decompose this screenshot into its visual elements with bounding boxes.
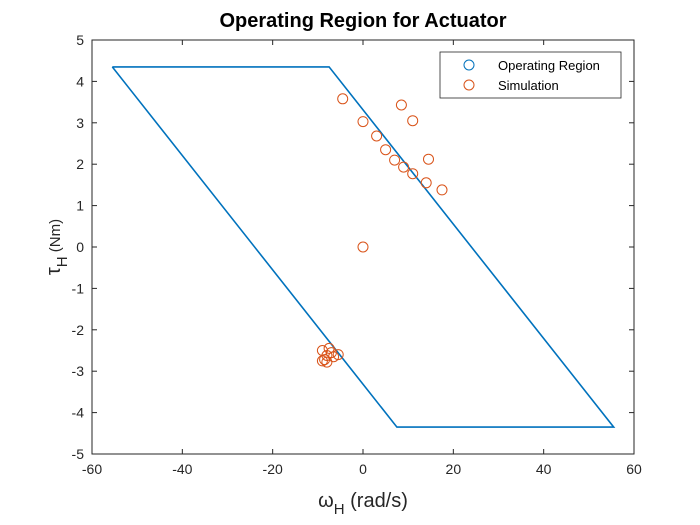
plot-area <box>92 40 634 454</box>
simulation-point <box>420 177 432 189</box>
x-tick-label: -20 <box>263 461 283 477</box>
x-tick-label: 20 <box>446 461 462 477</box>
simulation-point <box>380 144 392 156</box>
legend: Operating Region Simulation <box>439 51 622 99</box>
simulation-point <box>357 241 369 253</box>
y-axis-subscript: H <box>54 256 71 267</box>
simulation-point <box>371 130 383 142</box>
simulation-point <box>357 116 369 128</box>
y-tick-label: -1 <box>72 280 85 296</box>
x-tick-label: -60 <box>82 461 102 477</box>
simulation-point <box>337 93 349 105</box>
x-axis-unit: (rad/s) <box>345 490 408 512</box>
data-layer <box>111 66 616 428</box>
operating-region-line <box>111 66 616 428</box>
y-axis-unit: (Nm) <box>47 219 64 257</box>
simulation-point <box>321 356 333 368</box>
y-tick-label: 3 <box>76 115 84 131</box>
y-tick-label: 1 <box>76 198 84 214</box>
plot-frame <box>91 39 635 455</box>
y-tick-label: 5 <box>76 32 84 48</box>
legend-marker-simulation <box>463 79 475 91</box>
simulation-point <box>423 153 434 165</box>
simulation-point <box>332 349 344 361</box>
y-tick-label: -5 <box>72 446 85 462</box>
y-tick-label: -4 <box>72 405 85 421</box>
simulation-point <box>407 115 419 127</box>
x-tick-label: 60 <box>626 461 642 477</box>
simulation-point <box>407 168 419 180</box>
legend-label-simulation: Simulation <box>498 78 559 93</box>
y-tick-label: 2 <box>76 156 84 172</box>
x-tick-label: 0 <box>359 461 367 477</box>
y-tick-label: 0 <box>76 239 84 255</box>
simulation-point <box>398 161 410 173</box>
simulation-point <box>436 184 448 196</box>
simulation-point <box>395 99 407 111</box>
y-axis-label: τH (Nm) <box>43 219 71 275</box>
legend-label-operating-region: Operating Region <box>498 58 600 73</box>
y-tick-label: -3 <box>72 363 85 379</box>
x-axis-label: ωH (rad/s) <box>318 490 408 518</box>
y-tick-label: -2 <box>72 322 85 338</box>
simulation-point <box>389 154 401 166</box>
x-axis-subscript: H <box>334 501 345 518</box>
simulation-point <box>321 350 333 361</box>
axes-layer: -60 -40 -20 0 20 40 60 -5 -4 -3 -2 -1 0 1 2 3 4 5 <box>72 32 642 477</box>
x-tick-label: 40 <box>536 461 552 477</box>
chart-title: Operating Region for Actuator <box>219 10 506 32</box>
y-axis-symbol: τ <box>43 267 65 275</box>
x-axis-symbol: ω <box>318 490 334 512</box>
legend-marker-operating-region <box>463 59 475 71</box>
x-tick-label: -40 <box>172 461 192 477</box>
y-tick-label: 4 <box>76 73 84 89</box>
